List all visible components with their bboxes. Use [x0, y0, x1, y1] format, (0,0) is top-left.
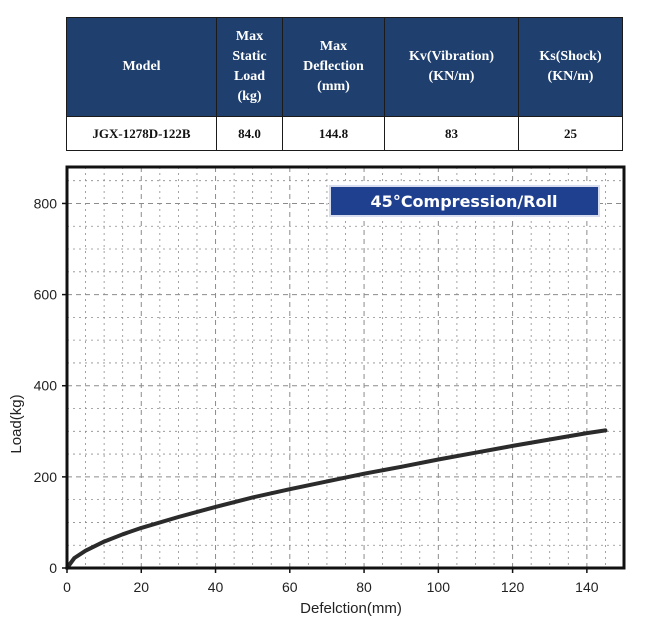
header-line: Max: [319, 39, 348, 54]
cell-kv-vibration: 83: [384, 116, 519, 151]
header-line: Load: [233, 69, 266, 84]
x-tick-label: 140: [575, 579, 599, 595]
header-kv-vibration: Kv(Vibration) (KN/m): [384, 17, 519, 117]
header-line: (KN/m): [428, 69, 475, 84]
x-tick-label: 40: [208, 579, 224, 595]
y-tick-label: 800: [34, 195, 58, 211]
cell-model: JGX-1278D-122B: [66, 116, 217, 151]
header-max-deflection: Max Deflection (mm): [282, 17, 385, 117]
header-model: Model: [66, 17, 217, 117]
chart-title-badge-bg: [329, 185, 600, 217]
header-line: Kv(Vibration): [408, 49, 495, 64]
header-line: (mm): [317, 79, 350, 94]
y-axis-title: Load(kg): [8, 394, 25, 453]
header-line: Static: [232, 49, 267, 64]
y-tick-label: 400: [34, 378, 58, 394]
header-ks-shock: Ks(Shock) (KN/m): [518, 17, 623, 117]
header-line: Deflection: [303, 59, 364, 74]
spec-data-row: JGX-1278D-122B 84.0 144.8 83 25: [66, 116, 623, 151]
header-line: (KN/m): [547, 69, 594, 84]
x-axis-ticks: 0 20 40 60 80 100 120 140: [63, 568, 599, 595]
chart-title: 45°Compression/Roll: [371, 192, 558, 211]
y-tick-label: 600: [34, 287, 58, 303]
cell-max-deflection: 144.8: [282, 116, 385, 151]
header-line: Max: [235, 29, 264, 44]
x-tick-label: 20: [133, 579, 149, 595]
spec-table: Model Max Static Load (kg) Max Deflectio…: [66, 17, 623, 151]
x-tick-label: 100: [427, 579, 451, 595]
cell-max-static-load: 84.0: [216, 116, 283, 151]
grid: [67, 167, 624, 568]
header-line: (kg): [237, 89, 262, 104]
plot-frame: [65, 165, 626, 570]
x-axis-title: Defelction(mm): [300, 600, 402, 617]
series-line: [65, 428, 608, 570]
x-tick-label: 60: [282, 579, 298, 595]
series-layer: [65, 428, 608, 570]
header-line: Model: [122, 59, 161, 74]
x-tick-label: 80: [356, 579, 372, 595]
y-tick-label: 0: [49, 560, 57, 576]
header-max-static-load: Max Static Load (kg): [216, 17, 283, 117]
y-tick-label: 200: [34, 469, 58, 485]
load-deflection-chart: 0 20 40 60 80 100 120 140 0 200 400 600 800 45°Comp…: [8, 165, 626, 617]
x-tick-label: 120: [501, 579, 525, 595]
x-tick-label: 0: [63, 579, 71, 595]
header-line: Ks(Shock): [539, 49, 602, 64]
cell-ks-shock: 25: [518, 116, 623, 151]
chart-title-badge: 45°Compression/Roll: [329, 185, 600, 217]
y-axis-ticks: 0 200 400 600 800: [34, 195, 67, 576]
spec-header-row: Model Max Static Load (kg) Max Deflectio…: [66, 17, 623, 117]
